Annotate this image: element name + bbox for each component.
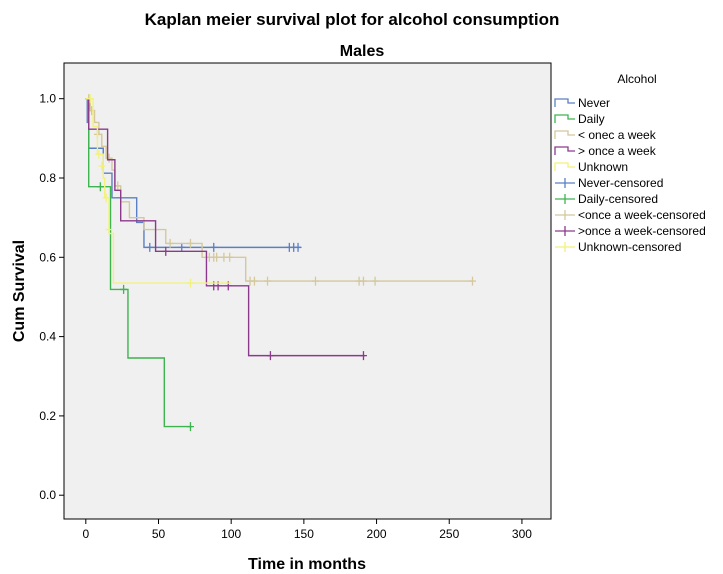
x-axis: 0 50 100 150 200 250 300 (82, 519, 532, 541)
censored-marker (96, 182, 104, 192)
legend-entry-label: Never-censored (578, 176, 663, 190)
censored-marker (371, 276, 379, 286)
censored-marker (468, 276, 476, 286)
legend-line-swatch (554, 162, 575, 171)
x-tick-label: 50 (152, 527, 166, 541)
legend-title: Alcohol (617, 72, 656, 86)
legend-entry-label: Daily-censored (578, 192, 658, 206)
y-tick-label: 0.0 (39, 488, 56, 502)
censored-marker (226, 252, 234, 262)
legend: Never Daily < onec a week > once a week Unkn… (554, 96, 706, 254)
x-tick-label: 100 (221, 527, 241, 541)
series-line-daily (85, 97, 192, 428)
censored-marker (250, 276, 258, 286)
censored-marker (210, 242, 218, 252)
series-layer (85, 94, 476, 432)
censored-marker (186, 238, 194, 248)
legend-entry-label: >once a week-censored (578, 224, 706, 238)
legend-line-swatch (554, 146, 575, 155)
x-tick-label: 0 (82, 527, 89, 541)
x-tick-label: 150 (294, 527, 314, 541)
series-line-unknown (85, 97, 232, 284)
censored-marker (102, 193, 110, 203)
censored-marker (266, 351, 274, 361)
y-axis-label: Cum Survival (11, 240, 28, 342)
y-tick-label: 0.6 (39, 250, 56, 264)
plot-area (63, 62, 552, 520)
legend-entry-label: Daily (578, 112, 605, 126)
x-axis-label: Time in months (248, 556, 366, 573)
legend-marker-swatch (555, 194, 575, 204)
legend-marker-swatch (555, 242, 575, 252)
censored-marker (186, 278, 194, 288)
censored-marker (98, 161, 106, 171)
chart-title: Kaplan meier survival plot for alcohol c… (145, 10, 560, 29)
legend-entry-label: Never (578, 96, 610, 110)
legend-entry-label: <once a week-censored (578, 208, 706, 222)
censored-marker (105, 153, 113, 163)
censored-marker (120, 284, 128, 294)
legend-line-swatch (554, 114, 575, 123)
x-tick-label: 300 (512, 527, 532, 541)
legend-line-swatch (554, 130, 575, 139)
legend-marker-swatch (555, 210, 575, 220)
censored-marker (213, 252, 221, 262)
legend-entry-label: Unknown (578, 160, 628, 174)
y-tick-label: 1.0 (39, 92, 56, 106)
y-tick-label: 0.4 (39, 330, 56, 344)
censored-marker (95, 149, 103, 159)
censored-marker (186, 422, 194, 432)
legend-entry-label: Unknown-censored (578, 240, 681, 254)
chart-subtitle: Males (340, 43, 385, 60)
legend-entry-label: < onec a week (578, 128, 657, 142)
legend-entry-label: > once a week (578, 144, 657, 158)
censored-marker (178, 242, 186, 252)
y-tick-label: 0.2 (39, 409, 56, 423)
censored-marker (166, 238, 174, 248)
censored-marker (359, 351, 367, 361)
legend-marker-swatch (555, 226, 575, 236)
series-line-never (85, 97, 301, 249)
legend-line-swatch (554, 98, 575, 107)
censored-marker (86, 94, 94, 104)
y-tick-label: 0.8 (39, 171, 56, 185)
censored-marker (264, 276, 272, 286)
censored-marker (162, 246, 170, 256)
x-tick-label: 250 (439, 527, 459, 541)
censored-marker (146, 242, 154, 252)
legend-marker-swatch (555, 178, 575, 188)
censored-marker (294, 242, 302, 252)
censored-marker (311, 276, 319, 286)
censored-marker (359, 276, 367, 286)
x-tick-label: 200 (367, 527, 387, 541)
censored-marker (105, 225, 113, 235)
y-axis: 0.0 0.2 0.4 0.6 0.8 1.0 (39, 92, 64, 502)
